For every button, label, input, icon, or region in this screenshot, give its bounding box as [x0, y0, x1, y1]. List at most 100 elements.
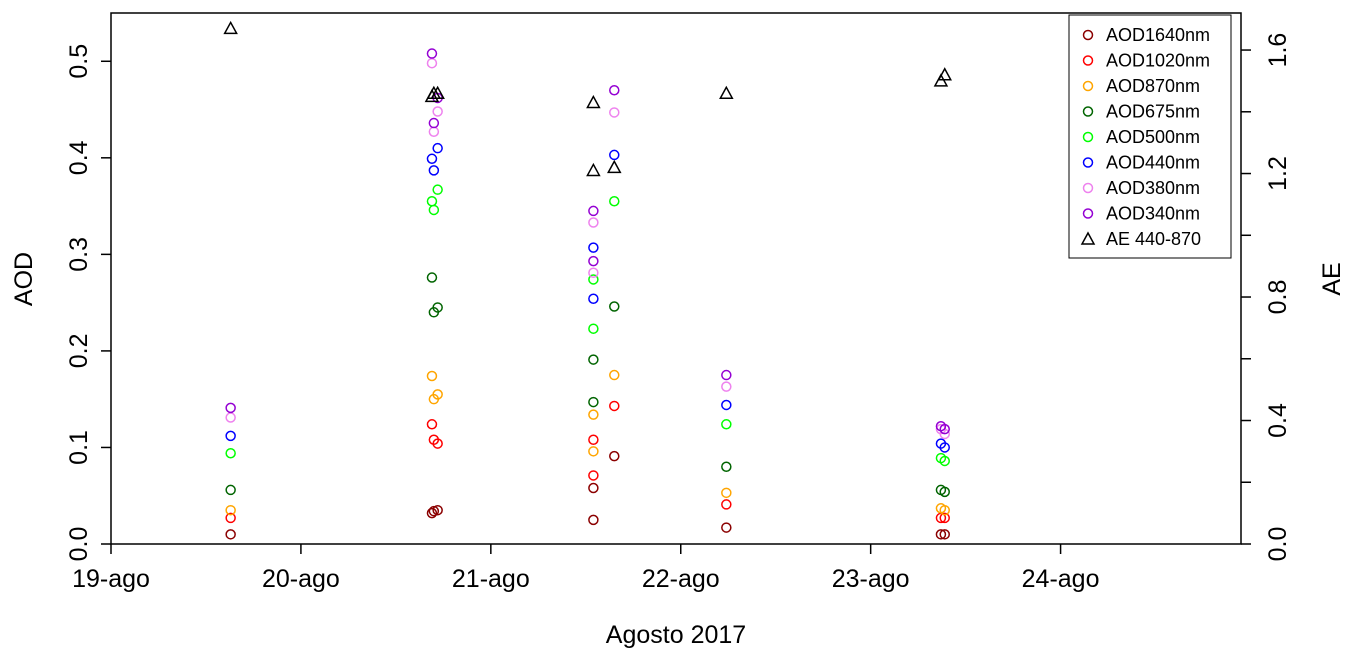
point-aod500nm: [225, 447, 236, 459]
legend-label: AOD1020nm: [1106, 51, 1210, 71]
legend-marker: [1082, 182, 1094, 194]
point-ae-440-870: [223, 20, 238, 35]
point-aod500nm: [426, 196, 438, 207]
point-aod675nm: [939, 486, 950, 498]
point-aod1640nm: [935, 529, 947, 540]
point-aod440nm: [939, 442, 950, 453]
point-aod500nm: [432, 184, 443, 195]
x-tick-label: 20-ago: [262, 565, 340, 593]
point-aod675nm: [225, 484, 236, 496]
y2-axis-label: AE: [1318, 262, 1346, 295]
point-ae-440-870: [430, 85, 445, 100]
point-aod1640nm: [588, 482, 599, 494]
point-aod870nm: [588, 409, 599, 420]
x-tick-label: 24-ago: [1022, 565, 1100, 593]
point-aod380nm: [225, 412, 236, 423]
point-aod1640nm: [939, 529, 950, 540]
point-aod500nm: [939, 455, 950, 467]
y-tick-label: 0.0: [65, 527, 93, 562]
legend-marker: [1080, 231, 1096, 245]
point-aod440nm: [609, 149, 620, 161]
point-aod870nm: [225, 504, 236, 516]
legend-label: AOD380nm: [1106, 178, 1200, 198]
point-aod1020nm: [426, 419, 438, 430]
point-ae-440-870: [586, 162, 601, 177]
legend-marker: [1082, 208, 1094, 219]
point-aod1640nm: [426, 507, 438, 519]
x-axis: 19-ago 20-ago 21-ago 22-ago 23-ago 24-ago: [72, 544, 1100, 593]
legend-marker: [1082, 131, 1094, 143]
point-aod340nm: [609, 84, 620, 96]
point-aod870nm: [426, 370, 438, 382]
data-points: [223, 20, 952, 540]
point-aod380nm: [588, 217, 599, 228]
point-aod440nm: [428, 165, 440, 176]
point-aod440nm: [588, 242, 599, 253]
point-ae-440-870: [937, 67, 952, 81]
point-aod340nm: [721, 369, 732, 381]
point-aod440nm: [426, 153, 438, 165]
point-aod500nm: [588, 274, 599, 285]
y-tick-label: 0.2: [65, 334, 93, 369]
point-ae-440-870: [719, 85, 734, 100]
point-aod340nm: [428, 117, 440, 129]
y-tick-label: 0.1: [65, 430, 93, 465]
x-tick-label: 19-ago: [72, 565, 150, 593]
y-axis-label: AOD: [10, 252, 38, 306]
point-aod870nm: [609, 369, 620, 381]
point-aod1640nm: [588, 514, 599, 526]
x-tick-label: 23-ago: [832, 565, 910, 593]
y-tick-label: 0.5: [65, 44, 93, 79]
point-aod1640nm: [609, 450, 620, 462]
legend-marker: [1082, 106, 1094, 117]
x-tick-label: 21-ago: [452, 565, 530, 593]
point-ae-440-870: [607, 159, 622, 174]
y2-tick-label: 0.0: [1264, 527, 1292, 562]
y-tick-label: 0.4: [65, 140, 93, 175]
point-aod340nm: [225, 402, 236, 414]
point-aod1020nm: [588, 470, 599, 481]
point-aod340nm: [588, 205, 599, 217]
legend-label: AOD440nm: [1106, 153, 1200, 173]
y2-tick-label: 0.8: [1264, 280, 1292, 315]
point-aod1640nm: [721, 522, 732, 533]
point-aod340nm: [588, 255, 599, 267]
point-aod675nm: [426, 272, 438, 283]
point-aod380nm: [428, 126, 440, 138]
x-axis-label: Agosto 2017: [606, 621, 746, 649]
point-aod675nm: [588, 396, 599, 408]
point-aod1020nm: [588, 434, 599, 445]
point-aod500nm: [609, 196, 620, 207]
point-aod500nm: [428, 204, 440, 216]
point-aod340nm: [426, 48, 438, 59]
point-aod1020nm: [721, 499, 732, 510]
point-aod1020nm: [939, 512, 950, 524]
point-aod870nm: [588, 446, 599, 457]
point-aod1640nm: [432, 504, 443, 516]
point-aod440nm: [721, 399, 732, 411]
point-aod675nm: [588, 354, 599, 365]
legend-label: AOD340nm: [1106, 204, 1200, 224]
legend-marker: [1082, 157, 1094, 168]
y2-tick-label: 1.2: [1264, 156, 1292, 191]
legend-label: AE 440-870: [1106, 229, 1201, 249]
point-aod1020nm: [609, 400, 620, 412]
legend-label: AOD870nm: [1106, 76, 1200, 96]
point-aod380nm: [432, 106, 443, 117]
point-aod675nm: [432, 302, 443, 313]
point-aod870nm: [939, 504, 950, 516]
point-aod1640nm: [225, 529, 236, 540]
y-tick-label: 0.3: [65, 237, 93, 272]
plot-frame: [110, 12, 1242, 545]
point-aod340nm: [939, 423, 950, 435]
legend-marker: [1082, 55, 1094, 66]
point-aod440nm: [225, 430, 236, 442]
point-aod380nm: [426, 57, 438, 69]
point-aod1020nm: [432, 438, 443, 449]
legend-marker: [1082, 80, 1094, 92]
point-aod500nm: [721, 419, 732, 430]
legend-label: AOD675nm: [1106, 102, 1200, 122]
point-aod380nm: [588, 267, 599, 278]
point-aod675nm: [721, 461, 732, 473]
y2-tick-label: 1.6: [1264, 33, 1292, 68]
